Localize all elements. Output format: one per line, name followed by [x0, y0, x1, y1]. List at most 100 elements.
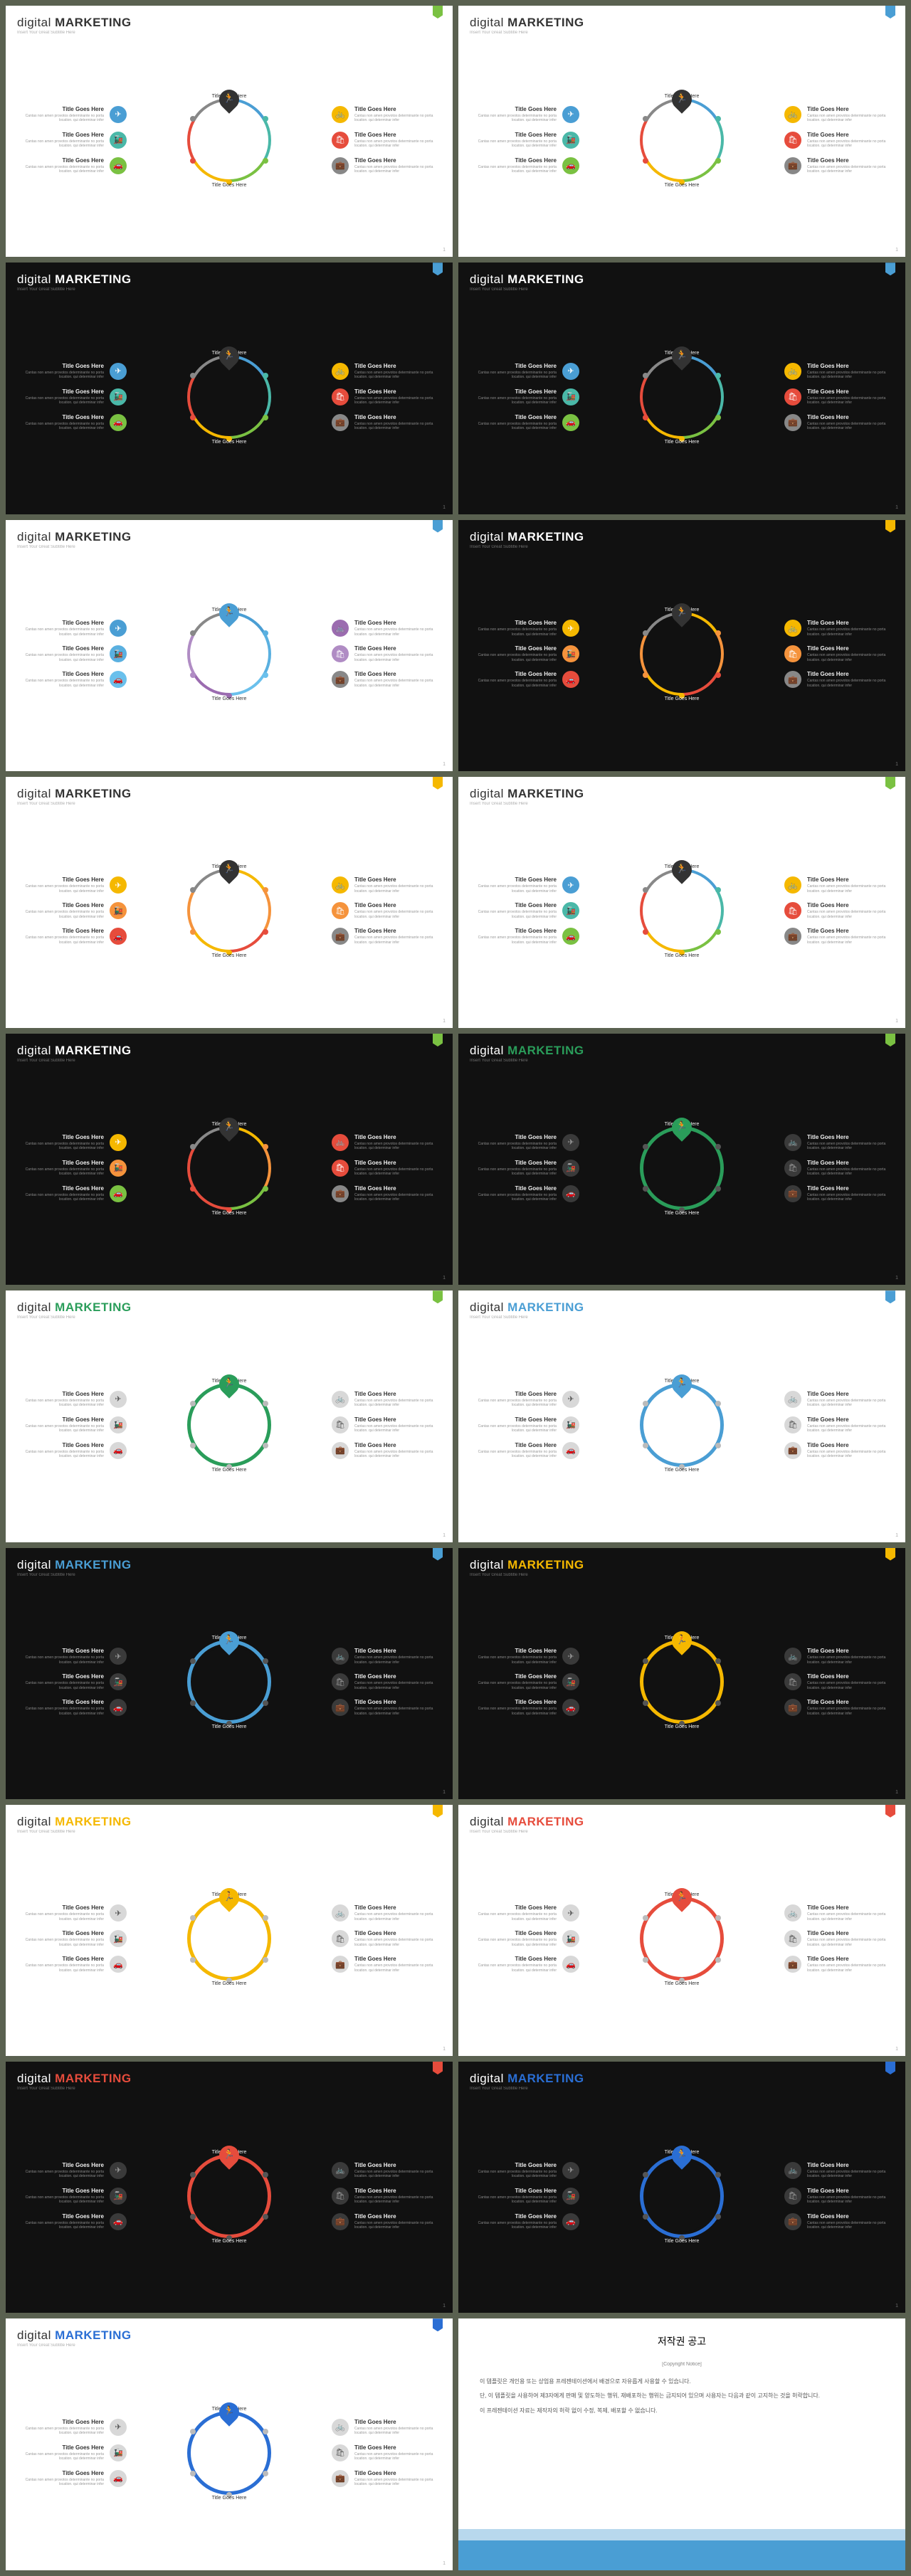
💼-icon: 💼 [332, 414, 349, 431]
feature-item: 🛍 Title Goes Here Cantas non amen provot… [784, 645, 891, 662]
item-body: Cantas non amen provotos determinante no… [473, 1655, 557, 1665]
item-body: Cantas non amen provotos determinante no… [807, 422, 891, 431]
feature-item: 🛍 Title Goes Here Cantas non amen provot… [332, 902, 438, 919]
item-title: Title Goes Here [807, 157, 891, 164]
map-pin-icon [672, 346, 692, 372]
feature-item: 💼 Title Goes Here Cantas non amen provot… [332, 671, 438, 688]
slide: digital MARKETING Insert Your Great Subt… [6, 2062, 453, 2313]
feature-item: ✈ Title Goes Here Cantas non amen provot… [473, 2162, 579, 2179]
item-title: Title Goes Here [807, 1930, 891, 1936]
item-title: Title Goes Here [473, 1904, 557, 1911]
item-title: Title Goes Here [807, 1699, 891, 1705]
item-title: Title Goes Here [473, 1134, 557, 1140]
🚂-icon: 🚂 [110, 645, 127, 662]
feature-item: 🚂 Title Goes Here Cantas non amen provot… [20, 132, 127, 149]
item-body: Cantas non amen provotos determinante no… [473, 2195, 557, 2205]
item-title: Title Goes Here [807, 388, 891, 395]
feature-item: 🚗 Title Goes Here Cantas non amen provot… [20, 414, 127, 431]
item-title: Title Goes Here [20, 1673, 104, 1680]
item-title: Title Goes Here [20, 928, 104, 934]
item-title: Title Goes Here [354, 1442, 438, 1448]
left-column: ✈ Title Goes Here Cantas non amen provot… [473, 876, 579, 945]
🛍-icon: 🛍 [332, 388, 349, 406]
🚂-icon: 🚂 [562, 388, 579, 406]
feature-item: ✈ Title Goes Here Cantas non amen provot… [20, 1904, 127, 1922]
🛍-icon: 🛍 [784, 1416, 801, 1433]
globe-graphic: Title Goes Here .s7 .ring::after{backgro… [643, 871, 721, 950]
✈-icon: ✈ [110, 2162, 127, 2179]
slide-number: 1 [895, 1276, 898, 1281]
item-body: Cantas non amen provotos determinante no… [354, 1963, 438, 1973]
slide: digital MARKETING Insert Your Great Subt… [6, 263, 453, 514]
item-title: Title Goes Here [20, 1160, 104, 1166]
item-title: Title Goes Here [473, 645, 557, 652]
feature-item: 🚂 Title Goes Here Cantas non amen provot… [473, 1160, 579, 1177]
feature-item: ✈ Title Goes Here Cantas non amen provot… [473, 1904, 579, 1922]
item-title: Title Goes Here [807, 620, 891, 626]
feature-item: ✈ Title Goes Here Cantas non amen provot… [20, 2162, 127, 2179]
slide-number: 1 [895, 762, 898, 767]
item-body: Cantas non amen provotos determinante no… [20, 1912, 104, 1922]
feature-item: 🚗 Title Goes Here Cantas non amen provot… [20, 928, 127, 945]
item-body: Cantas non amen provotos determinante no… [354, 2452, 438, 2461]
slide-title: digital MARKETING [17, 1044, 441, 1058]
copyright-text: 단, 이 템플릿을 사용하여 제3자에게 판매 및 양도하는 행위, 재배포하는… [480, 2391, 884, 2401]
feature-item: ✈ Title Goes Here Cantas non amen provot… [473, 106, 579, 123]
feature-item: 🚗 Title Goes Here Cantas non amen provot… [473, 2213, 579, 2230]
slide-subtitle: Insert Your Great Subtitle Here [17, 31, 441, 35]
🚗-icon: 🚗 [110, 1956, 127, 1973]
right-column: 🚲 Title Goes Here Cantas non amen provot… [784, 1134, 891, 1202]
item-title: Title Goes Here [473, 1391, 557, 1397]
item-body: Cantas non amen provotos determinante no… [473, 422, 557, 431]
item-body: Cantas non amen provotos determinante no… [354, 2170, 438, 2179]
map-pin-icon [672, 1374, 692, 1400]
🚗-icon: 🚗 [110, 414, 127, 431]
💼-icon: 💼 [332, 1699, 349, 1716]
slide: digital MARKETING Insert Your Great Subt… [6, 520, 453, 771]
✈-icon: ✈ [110, 1648, 127, 1665]
item-title: Title Goes Here [473, 132, 557, 138]
🚂-icon: 🚂 [110, 1930, 127, 1947]
feature-item: 🚂 Title Goes Here Cantas non amen provot… [20, 645, 127, 662]
slide-subtitle: Insert Your Great Subtitle Here [17, 1315, 441, 1320]
feature-item: 🛍 Title Goes Here Cantas non amen provot… [784, 132, 891, 149]
feature-item: 🛍 Title Goes Here Cantas non amen provot… [332, 1673, 438, 1690]
item-title: Title Goes Here [807, 1391, 891, 1397]
item-title: Title Goes Here [807, 363, 891, 369]
slide-title: digital MARKETING [470, 1815, 894, 1829]
feature-item: 💼 Title Goes Here Cantas non amen provot… [784, 1956, 891, 1973]
✈-icon: ✈ [562, 106, 579, 123]
item-title: Title Goes Here [354, 1134, 438, 1140]
🚲-icon: 🚲 [332, 620, 349, 637]
feature-item: 🚂 Title Goes Here Cantas non amen provot… [473, 2188, 579, 2205]
🚲-icon: 🚲 [784, 1391, 801, 1408]
globe-bottom-label: Title Goes Here [643, 2239, 721, 2244]
item-body: Cantas non amen provotos determinante no… [20, 2452, 104, 2461]
globe-graphic: Title Goes Here .s6 .ring::after{backgro… [190, 871, 268, 950]
feature-item: 🚂 Title Goes Here Cantas non amen provot… [20, 1673, 127, 1690]
item-title: Title Goes Here [473, 876, 557, 883]
🚲-icon: 🚲 [784, 363, 801, 380]
item-body: Cantas non amen provotos determinante no… [20, 1938, 104, 1947]
item-title: Title Goes Here [20, 2188, 104, 2194]
feature-item: ✈ Title Goes Here Cantas non amen provot… [473, 620, 579, 637]
item-body: Cantas non amen provotos determinante no… [354, 2221, 438, 2230]
🚂-icon: 🚂 [562, 645, 579, 662]
🚂-icon: 🚂 [110, 902, 127, 919]
right-column: 🚲 Title Goes Here Cantas non amen provot… [332, 2419, 438, 2487]
slide-subtitle: Insert Your Great Subtitle Here [470, 802, 894, 806]
slide: digital MARKETING Insert Your Great Subt… [6, 1548, 453, 1799]
item-title: Title Goes Here [20, 671, 104, 677]
item-title: Title Goes Here [807, 1185, 891, 1192]
feature-item: 🚗 Title Goes Here Cantas non amen provot… [473, 414, 579, 431]
item-body: Cantas non amen provotos determinante no… [807, 653, 891, 662]
feature-item: 🛍 Title Goes Here Cantas non amen provot… [332, 388, 438, 406]
item-body: Cantas non amen provotos determinante no… [473, 1707, 557, 1716]
item-body: Cantas non amen provotos determinante no… [807, 627, 891, 637]
slide-title: digital MARKETING [17, 272, 441, 287]
map-pin-icon [672, 603, 692, 629]
feature-item: 🚂 Title Goes Here Cantas non amen provot… [473, 1930, 579, 1947]
✈-icon: ✈ [562, 876, 579, 894]
item-title: Title Goes Here [807, 106, 891, 112]
🚗-icon: 🚗 [562, 414, 579, 431]
